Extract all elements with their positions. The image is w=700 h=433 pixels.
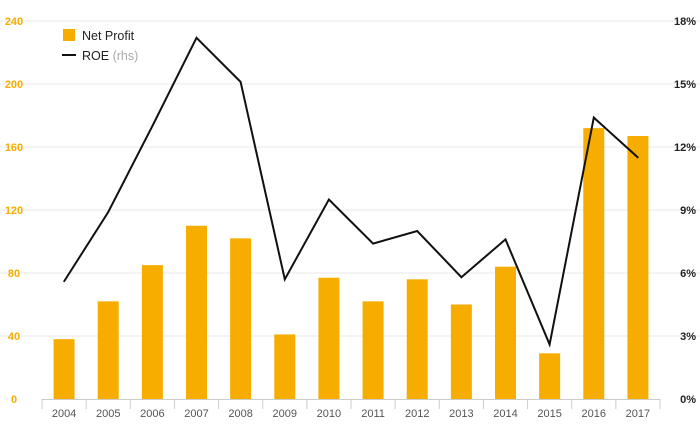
y-left-tick-label: 120	[5, 205, 23, 217]
legend: Net Profit ROE (rhs)	[62, 29, 138, 63]
y-right-tick-label: 18%	[674, 16, 696, 28]
point-roe	[239, 81, 242, 83]
point-roe	[328, 198, 330, 201]
point-roe	[548, 343, 551, 346]
bar-net-profit	[274, 334, 296, 399]
legend-swatch-net-profit	[63, 29, 75, 41]
x-tick-label: 2007	[184, 408, 208, 420]
y-left-tick-label: 160	[5, 142, 23, 154]
y-right-tick-label: 12%	[674, 142, 696, 154]
bar-net-profit	[186, 225, 207, 399]
x-tick-label: 2015	[537, 408, 561, 420]
bars	[53, 128, 649, 399]
point-roe	[416, 230, 419, 232]
line-roe	[63, 36, 639, 348]
legend-roe-suffix: (rhs)	[113, 49, 139, 63]
point-roe	[372, 242, 374, 245]
y-left-tick-label: 80	[8, 268, 20, 280]
x-tick-label: 2010	[317, 408, 341, 420]
bar-net-profit	[318, 277, 340, 399]
x-tick-label: 2004	[52, 408, 76, 420]
bar-net-profit	[53, 339, 75, 399]
y-right-tick-label: 15%	[674, 79, 696, 91]
y-left-tick-label: 0	[11, 394, 17, 406]
bar-net-profit	[97, 301, 119, 399]
point-roe	[107, 211, 110, 213]
bar-net-profit	[450, 304, 472, 399]
bar-net-profit	[627, 135, 649, 399]
bar-net-profit	[141, 265, 163, 399]
bar-net-profit	[406, 279, 428, 399]
roe-line-layer	[63, 36, 639, 348]
y-left-tick-label: 200	[5, 79, 23, 91]
x-tick-label: 2005	[96, 408, 120, 420]
x-tick-label: 2013	[449, 408, 473, 420]
y-left-tick-label: 240	[5, 16, 23, 28]
axes: 0 0% 40 3% 80 6% 120 9% 160 12% 200 15% 240 18% 2004 20…	[5, 16, 696, 420]
x-tick-label: 2008	[228, 408, 252, 420]
point-roe	[195, 37, 198, 39]
x-tick-label: 2016	[582, 408, 606, 420]
bar-net-profit	[583, 128, 605, 399]
point-roe	[504, 238, 507, 241]
x-tick-label: 2006	[140, 408, 164, 420]
bar-net-profit	[362, 301, 384, 399]
x-tick-label: 2009	[273, 408, 297, 420]
x-tick-label: 2017	[626, 408, 650, 420]
y-right-tick-label: 9%	[680, 205, 696, 217]
bar-net-profit	[539, 353, 561, 399]
point-roe	[637, 156, 639, 159]
y-left-tick-label: 40	[8, 331, 20, 343]
x-tick-label: 2012	[405, 408, 429, 420]
legend-label-net-profit: Net Profit	[82, 29, 135, 43]
point-roe	[460, 276, 463, 279]
legend-label-roe: ROE (rhs)	[82, 49, 138, 63]
point-roe	[63, 280, 65, 283]
x-tick-label: 2014	[493, 408, 517, 420]
y-right-tick-label: 3%	[680, 331, 696, 343]
y-right-tick-label: 0%	[680, 394, 696, 406]
legend-roe-name: ROE	[82, 49, 109, 63]
point-roe	[151, 125, 154, 127]
point-roe	[283, 278, 286, 281]
bar-net-profit	[495, 266, 516, 399]
bar-net-profit	[230, 238, 252, 399]
x-tick-label: 2011	[361, 408, 385, 420]
y-right-tick-label: 6%	[680, 268, 696, 280]
point-roe	[592, 116, 595, 119]
